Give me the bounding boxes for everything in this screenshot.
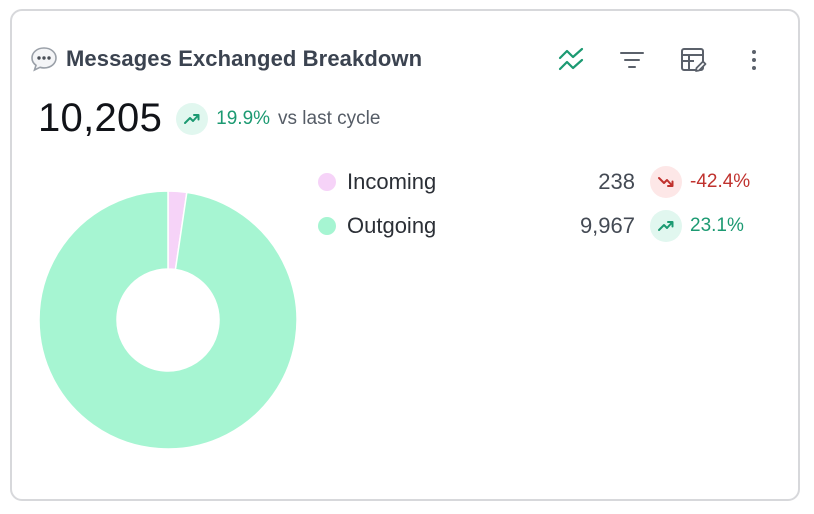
legend-value: 238	[598, 169, 635, 194]
trend-down-icon	[658, 177, 674, 187]
legend-change: -42.4%	[690, 171, 751, 192]
legend-dot-outgoing	[318, 217, 336, 235]
more-vertical-icon	[752, 50, 756, 70]
donut-chart-svg	[38, 190, 298, 450]
legend-label: Incoming	[347, 169, 437, 194]
legend-dot-incoming	[318, 173, 336, 191]
card-title: Messages Exchanged Breakdown	[66, 46, 423, 71]
more-options-button[interactable]	[738, 44, 770, 76]
donut-slice-outgoing[interactable]	[38, 190, 298, 450]
table-edit-button[interactable]	[677, 44, 709, 76]
card-header: Messages Exchanged Breakdown	[30, 44, 422, 74]
legend-change: 23.1%	[690, 215, 744, 236]
donut-chart	[36, 188, 300, 452]
legend-label: Outgoing	[347, 213, 437, 238]
total-change-suffix: vs last cycle	[278, 107, 381, 129]
chart-type-button[interactable]	[555, 44, 587, 76]
total-change-value: 19.9%	[216, 107, 271, 129]
trend-down-chip	[650, 166, 682, 198]
total-value: 10,205	[38, 96, 163, 140]
trend-up-icon	[184, 113, 200, 124]
table-edit-icon	[681, 48, 707, 72]
total-summary: 10,205 19.9% vs last cycle	[38, 96, 380, 141]
trend-up-chip	[650, 210, 682, 242]
chart-type-icon	[558, 47, 584, 71]
legend-item-incoming[interactable]: Incoming 238 -42.4%	[318, 160, 778, 204]
filter-icon	[620, 52, 644, 68]
speech-bubble-icon	[30, 46, 58, 72]
chart-legend: Incoming 238 -42.4% Outgoing 9,967 23.1%	[318, 160, 778, 248]
trend-up-chip	[176, 102, 209, 135]
trend-up-icon	[658, 221, 674, 231]
legend-item-outgoing[interactable]: Outgoing 9,967 23.1%	[318, 204, 778, 248]
card-toolbar	[526, 44, 770, 76]
filter-button[interactable]	[616, 44, 648, 76]
legend-value: 9,967	[579, 213, 635, 238]
